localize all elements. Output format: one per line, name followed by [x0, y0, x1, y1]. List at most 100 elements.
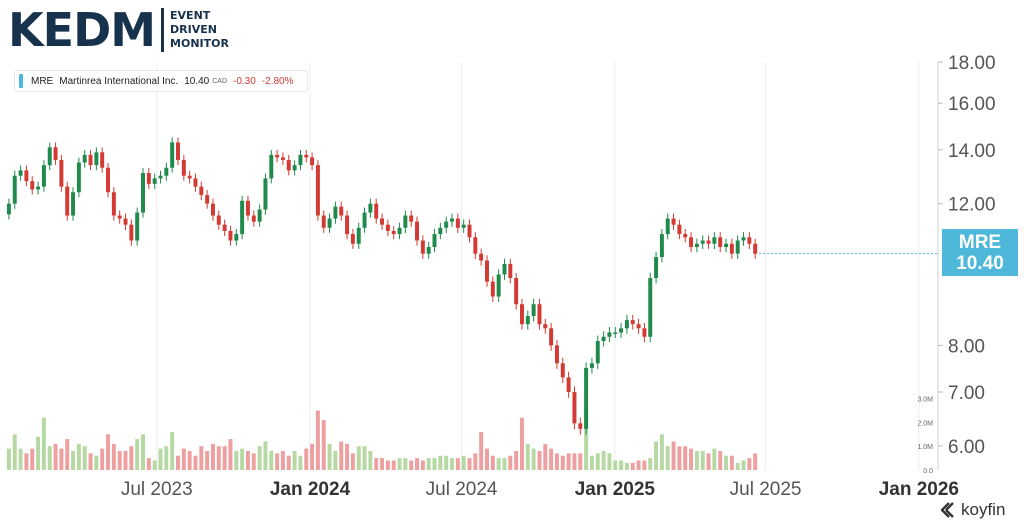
volume-bar — [88, 453, 93, 470]
x-tick-label: Jan 2026 — [879, 479, 959, 500]
candle-body — [350, 234, 355, 244]
candle-body — [36, 186, 41, 190]
candle-body — [234, 234, 239, 241]
x-tick-label: Jul 2024 — [426, 479, 498, 500]
candle-body — [741, 237, 746, 241]
candle-body — [135, 212, 140, 241]
candle-body — [339, 206, 344, 216]
candle-body — [566, 377, 571, 393]
volume-bar — [403, 458, 408, 470]
volume-bar — [677, 446, 682, 470]
volume-bar — [595, 453, 600, 470]
candle-body — [292, 165, 297, 171]
volume-bar — [12, 434, 17, 470]
candle-body — [671, 218, 676, 225]
candle-body — [490, 281, 495, 297]
volume-bar — [141, 434, 145, 470]
volume-bar — [718, 450, 723, 470]
candle-body — [444, 221, 449, 228]
candle-body — [578, 423, 583, 429]
volume-bar — [280, 450, 285, 470]
volume-bar — [327, 443, 332, 470]
candle-body — [712, 237, 717, 244]
volume-bar — [665, 446, 670, 470]
y-tick-label: 6.00 — [948, 437, 985, 458]
volume-bar — [129, 446, 134, 470]
candle-body — [747, 237, 752, 244]
candle-body — [88, 154, 93, 166]
volume-bar — [537, 450, 542, 470]
volume-bar — [380, 458, 385, 470]
volume-bar — [100, 448, 105, 470]
candle-body — [65, 186, 70, 216]
candle-body — [519, 304, 524, 325]
volume-bar — [700, 450, 705, 470]
volume-bar — [589, 455, 594, 470]
price-tag-ticker: MRE — [958, 231, 1002, 253]
volume-bar — [630, 462, 635, 470]
volume-bar — [619, 460, 624, 470]
candle-body — [496, 274, 501, 297]
candle-body — [543, 324, 548, 329]
legend-ticker: MRE — [31, 75, 54, 87]
y-tick-label: 8.00 — [948, 336, 985, 357]
candle-body — [455, 218, 460, 228]
brand-tagline-line: EVENT — [170, 9, 211, 22]
legend-price: 10.40 — [184, 75, 210, 87]
candle-body — [450, 218, 454, 222]
volume-bar — [152, 460, 157, 470]
volume-bar — [269, 450, 274, 470]
last-price-tag: MRE 10.40 — [942, 229, 1018, 276]
volume-bar — [753, 453, 758, 470]
candle-body — [170, 142, 175, 168]
candle-body — [106, 167, 111, 193]
candle-body — [263, 178, 268, 210]
volume-bar — [724, 455, 729, 470]
volume-bar — [315, 410, 320, 470]
candle-body — [315, 165, 320, 216]
volume-bar — [461, 455, 466, 470]
candle-body — [584, 367, 589, 429]
y-tick-label: 16.00 — [948, 94, 996, 115]
legend-currency: CAD — [212, 77, 227, 85]
volume-bar — [525, 443, 530, 470]
volume-bar — [65, 439, 70, 470]
volume-bar — [607, 453, 612, 470]
volume-bar — [71, 450, 76, 470]
candle-body — [222, 224, 227, 231]
candle-body — [636, 324, 641, 329]
volume-bar — [432, 458, 437, 470]
candle-body — [181, 159, 186, 176]
candle-body — [415, 221, 420, 241]
brand-tagline-line: MONITOR — [170, 37, 229, 50]
candle-body — [537, 304, 542, 325]
candle-body — [572, 392, 577, 424]
candle-body — [549, 328, 554, 346]
candle-body — [502, 263, 507, 275]
volume-bar — [531, 448, 536, 470]
candle-body — [525, 316, 530, 325]
legend-change: -0.30 — [233, 75, 256, 87]
volume-bar — [519, 417, 524, 470]
volume-bar — [549, 448, 554, 470]
candle-body — [630, 320, 635, 325]
x-tick-label: Jan 2025 — [575, 479, 656, 500]
candle-body — [613, 332, 618, 335]
volume-bar — [554, 453, 559, 470]
volume-bar — [47, 446, 52, 470]
volume-bar — [712, 448, 717, 470]
volume-bar — [438, 455, 443, 470]
volume-bar — [659, 434, 664, 470]
candle-body — [677, 224, 682, 235]
volume-bar — [560, 455, 565, 470]
candle-body — [380, 218, 385, 225]
volume-bar — [502, 458, 507, 470]
volume-bar — [490, 455, 495, 470]
candle-body — [327, 218, 332, 228]
volume-bar — [18, 448, 23, 470]
y-tick-label: 18.00 — [948, 53, 996, 74]
y-tick-label: 12.00 — [948, 195, 996, 216]
volume-bar — [409, 460, 414, 470]
volume-bar — [76, 443, 81, 470]
